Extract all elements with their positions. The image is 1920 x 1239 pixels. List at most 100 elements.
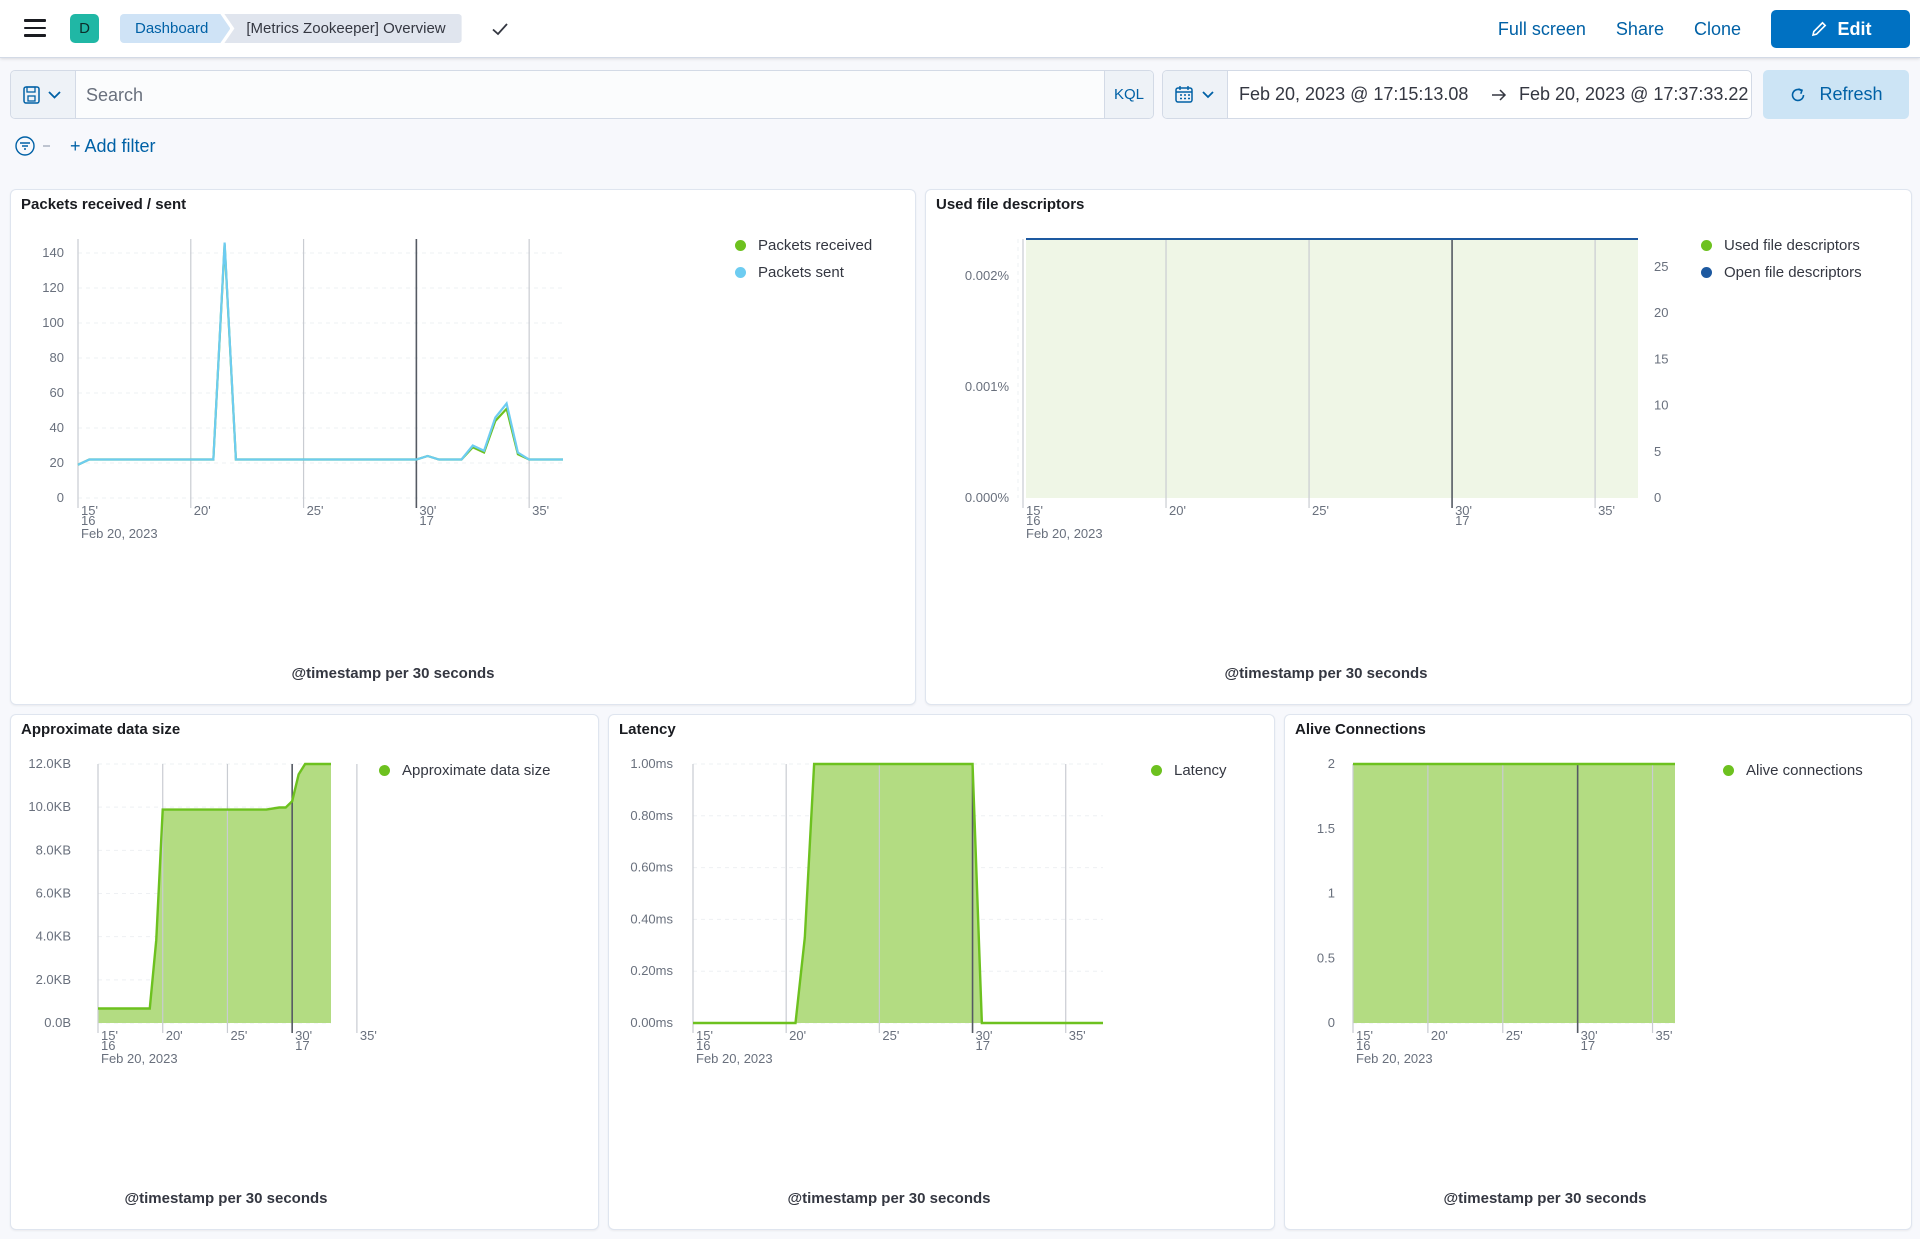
series-area [98,764,331,1023]
date-picker: Feb 20, 2023 @ 17:15:13.08 Feb 20, 2023 … [1162,70,1752,119]
x-tick-label: 30' [419,503,436,518]
x-tick-label: 17 [419,513,433,528]
packets-chart: 0 20 40 60 80 100 120 140 15'16 20' 25' 30'17 35' Feb… [42,239,563,541]
y-right-tick-label: 0 [1654,490,1661,505]
pencil-icon [1811,21,1826,37]
x-tick-label: 15' [696,1028,713,1043]
latency-chart: 0.00ms0.20ms0.40ms0.60ms0.80ms1.00ms15'1… [630,756,1103,1066]
legend-item-open-fd[interactable]: Open file descriptors [1701,259,1862,286]
x-axis-title: @timestamp per 30 seconds [291,665,495,682]
legend-item-alive[interactable]: Alive connections [1723,757,1863,784]
x-tick-label: 25' [1506,1028,1523,1043]
y-tick-label: 0.20ms [630,963,673,978]
legend-item-packets-received[interactable]: Packets received [735,232,872,259]
y-left-tick-label: 0.001% [965,379,1010,394]
filter-icon[interactable] [14,134,54,158]
panel-packets: Packets received / sent 0 20 40 60 80 100 120 1… [10,189,916,705]
date-end[interactable]: Feb 20, 2023 @ 17:37:33.22 [1519,84,1749,104]
edit-button[interactable]: Edit [1771,10,1910,48]
data-size-chart: 0.0B2.0KB4.0KB6.0KB8.0KB10.0KB12.0KB15'1… [28,756,376,1066]
y-tick-label: 80 [50,350,64,365]
x-tick-label: 16 [101,1038,115,1053]
space-avatar[interactable]: D [70,14,99,43]
x-date-label: Feb 20, 2023 [81,526,158,541]
x-tick-label: 30' [1581,1028,1598,1043]
x-tick-label: 20' [166,1028,183,1043]
x-date-label: Feb 20, 2023 [1026,526,1103,541]
refresh-label: Refresh [1819,84,1883,104]
y-right-tick-label: 25 [1654,259,1668,274]
quick-date-button[interactable] [1163,71,1228,118]
y-tick-label: 140 [42,245,64,260]
legend-label: Approximate data size [402,762,551,779]
y-right-tick-label: 15 [1654,351,1668,366]
legend: Packets received Packets sent [735,232,872,286]
y-tick-label: 2 [1328,756,1335,771]
share-button[interactable]: Share [1615,18,1664,39]
series-line [693,762,1103,1025]
legend-dot [735,267,746,278]
breadcrumb-dashboard[interactable]: Dashboard [120,14,230,43]
breadcrumb: Dashboard [Metrics Zookeeper] Overview [120,14,462,43]
x-tick-label: 16 [696,1038,710,1053]
y-tick-label: 1 [1328,886,1335,901]
x-tick-label: 16 [81,513,95,528]
x-tick-label: 20' [1431,1028,1448,1043]
legend-item-packets-sent[interactable]: Packets sent [735,259,872,286]
refresh-icon [1792,87,1805,101]
saved-query-button[interactable] [11,71,76,118]
full-screen-button[interactable]: Full screen [1497,18,1586,39]
alive-connections-chart: 0 0.5 1 1.5 2 15'16 20' 25' 30'17 35' Feb 20, 2023 [1317,756,1675,1066]
panel-title: Packets received / sent [21,196,187,213]
clone-button[interactable]: Clone [1693,18,1741,39]
y-tick-label: 0.00ms [630,1015,673,1030]
legend: Approximate data size [379,757,550,784]
panel-title: Approximate data size [21,721,181,738]
legend-item-data-size[interactable]: Approximate data size [379,757,550,784]
legend-dot [1723,765,1734,776]
legend-dot [735,240,746,251]
top-actions: Full screen Share Clone Edit [1498,10,1910,48]
y-tick-label: 4.0KB [36,929,71,944]
x-tick-label: 30' [1455,503,1472,518]
add-filter-button[interactable]: + Add filter [70,135,156,156]
x-axis-title: @timestamp per 30 seconds [1224,665,1428,682]
kql-button[interactable]: KQL [1104,71,1153,118]
y-tick-label: 0 [1328,1015,1335,1030]
x-tick-label: 15' [1356,1028,1373,1043]
y-tick-label: 20 [50,455,64,470]
x-tick-label: 16 [1026,513,1040,528]
y-tick-label: 0.60ms [630,860,673,875]
x-axis-title: @timestamp per 30 seconds [787,1190,991,1207]
legend: Latency [1151,757,1227,784]
x-tick-label: 30' [976,1028,993,1043]
x-tick-label: 25' [307,503,324,518]
refresh-button[interactable]: Refresh [1763,70,1909,119]
save-icon [23,86,61,104]
search-bar: KQL [10,70,1154,119]
y-tick-label: 100 [42,315,64,330]
y-tick-label: 12.0KB [28,756,71,771]
x-tick-label: 25' [230,1028,247,1043]
y-tick-label: 60 [50,385,64,400]
top-header: D Dashboard [Metrics Zookeeper] Overview… [0,0,1920,58]
x-tick-label: 20' [194,503,211,518]
filter-row: + Add filter [14,132,156,160]
menu-icon[interactable] [24,19,46,37]
x-tick-label: 25' [882,1028,899,1043]
x-tick-label: 35' [532,503,549,518]
date-start[interactable]: Feb 20, 2023 @ 17:15:13.08 [1239,84,1469,104]
legend-dot [1151,765,1162,776]
x-tick-label: 20' [1169,503,1186,518]
y-tick-label: 1.5 [1317,821,1335,836]
y-right-tick-label: 5 [1654,444,1661,459]
legend-item-used-fd[interactable]: Used file descriptors [1701,232,1862,259]
calendar-icon [1175,86,1214,103]
check-icon [492,23,508,36]
series-area [693,764,1103,1023]
y-left-tick-label: 0.002% [965,268,1010,283]
y-right-tick-label: 10 [1654,398,1668,413]
legend-label: Packets sent [758,264,844,281]
legend-item-latency[interactable]: Latency [1151,757,1227,784]
search-input[interactable] [76,71,1088,118]
